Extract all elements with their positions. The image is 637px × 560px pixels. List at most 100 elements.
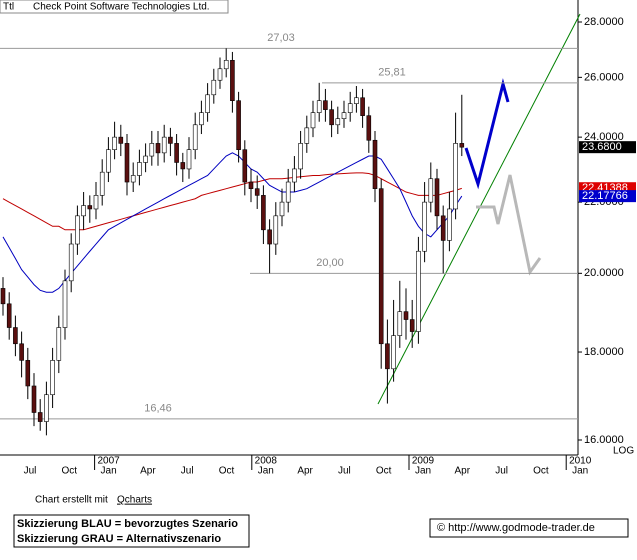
candle-body bbox=[422, 201, 427, 252]
candle-body bbox=[180, 162, 186, 170]
y-tick-label: 28.0000 bbox=[584, 16, 624, 28]
candle-body bbox=[87, 205, 93, 210]
x-month-label: Jan bbox=[572, 466, 588, 477]
x-year-label: 2007 bbox=[97, 456, 120, 467]
candle-body bbox=[242, 149, 248, 183]
candle-body bbox=[124, 143, 130, 183]
candle-body bbox=[360, 97, 365, 116]
moving-average bbox=[2, 152, 463, 293]
legend-blue: Skizzierung BLAU = bevorzugtes Szenario bbox=[17, 518, 238, 530]
x-month-label: Apr bbox=[455, 466, 471, 477]
candle-body bbox=[137, 162, 142, 176]
price-label-box bbox=[579, 141, 636, 154]
x-year-label: 2009 bbox=[412, 456, 435, 467]
candle-body bbox=[316, 100, 322, 113]
credit-link[interactable]: Qcharts bbox=[117, 495, 152, 506]
candle-body bbox=[434, 178, 440, 217]
price-label-box bbox=[579, 190, 636, 203]
level-label: 16,46 bbox=[144, 403, 172, 415]
y-tick-label: 24.0000 bbox=[584, 131, 624, 143]
symbol: Ttl bbox=[3, 2, 14, 13]
y-tick-label: 16.0000 bbox=[584, 434, 624, 446]
candle-body bbox=[347, 103, 353, 113]
candle-body bbox=[354, 97, 359, 104]
candle-body bbox=[143, 155, 148, 163]
candle-body bbox=[230, 60, 235, 101]
x-month-label: Jan bbox=[258, 466, 274, 477]
candle-body bbox=[304, 127, 310, 144]
level-label: 20,00 bbox=[316, 257, 344, 269]
candle-body bbox=[205, 94, 210, 113]
candle-body bbox=[409, 319, 415, 332]
copyright[interactable]: © http://www.godmode-trader.de bbox=[437, 522, 595, 534]
x-month-label: Oct bbox=[533, 466, 549, 477]
candle-body bbox=[236, 100, 241, 150]
candle-body bbox=[223, 60, 229, 70]
candle-body bbox=[6, 303, 12, 328]
x-month-label: Jul bbox=[24, 466, 37, 477]
candle-body bbox=[459, 143, 465, 148]
candle-body bbox=[391, 335, 396, 370]
candle-body bbox=[174, 143, 179, 163]
x-month-label: Oct bbox=[376, 466, 392, 477]
x-year-label: 2008 bbox=[255, 456, 278, 467]
candle-body bbox=[366, 115, 372, 141]
candle-body bbox=[19, 343, 24, 361]
candle-body bbox=[93, 195, 99, 210]
candle-body bbox=[403, 311, 409, 320]
candle-body bbox=[416, 250, 421, 332]
candle-body bbox=[44, 394, 49, 422]
legend-box bbox=[13, 514, 250, 548]
candle-body bbox=[81, 205, 86, 217]
trend-line bbox=[377, 13, 581, 405]
candle-body bbox=[440, 215, 446, 241]
scale-label: LOG bbox=[613, 446, 634, 457]
candle-body bbox=[13, 327, 18, 345]
candle-body bbox=[25, 360, 31, 387]
candle-body bbox=[130, 175, 136, 183]
candle-body bbox=[0, 288, 6, 305]
candle-body bbox=[323, 100, 328, 110]
candle-body bbox=[341, 112, 347, 119]
candle-body bbox=[385, 343, 390, 370]
candle-body bbox=[261, 195, 266, 231]
candle-body bbox=[186, 149, 192, 170]
price-label: 22.17766 bbox=[582, 190, 628, 202]
candle-body bbox=[161, 136, 167, 154]
level-label: 27,03 bbox=[267, 32, 295, 44]
x-month-label: Oct bbox=[62, 466, 78, 477]
copyright-box bbox=[429, 518, 629, 538]
x-month-label: Jul bbox=[338, 466, 351, 477]
candle-body bbox=[99, 171, 105, 196]
x-month-label: Jan bbox=[101, 466, 117, 477]
candle-body bbox=[37, 412, 43, 422]
y-tick-label: 18.0000 bbox=[584, 346, 624, 358]
candle-body bbox=[335, 118, 341, 126]
candle-body bbox=[31, 385, 37, 413]
gray-scenario bbox=[476, 174, 542, 276]
candle-body bbox=[75, 215, 80, 245]
x-month-label: Oct bbox=[219, 466, 235, 477]
candle-body bbox=[217, 68, 223, 81]
candle-body bbox=[155, 143, 161, 154]
candle-body bbox=[192, 124, 198, 150]
x-month-label: Apr bbox=[297, 466, 313, 477]
candle-body bbox=[372, 139, 378, 189]
candle-body bbox=[273, 215, 279, 245]
candle-body bbox=[310, 112, 316, 129]
level-label: 25,81 bbox=[378, 67, 406, 79]
chart-title: Check Point Software Technologies Ltd. bbox=[33, 2, 210, 13]
candle-body bbox=[254, 188, 260, 196]
candle-body bbox=[106, 149, 111, 173]
candle-body bbox=[298, 143, 303, 170]
candle-body bbox=[428, 178, 434, 203]
candle-body bbox=[292, 168, 297, 183]
candle-body bbox=[453, 143, 458, 210]
x-month-label: Apr bbox=[140, 466, 156, 477]
candle-body bbox=[248, 181, 254, 189]
legend-gray: Skizzierung GRAU = Alternativszenario bbox=[17, 533, 221, 545]
candle-body bbox=[199, 112, 204, 126]
credit: Chart erstellt mit bbox=[35, 495, 108, 506]
